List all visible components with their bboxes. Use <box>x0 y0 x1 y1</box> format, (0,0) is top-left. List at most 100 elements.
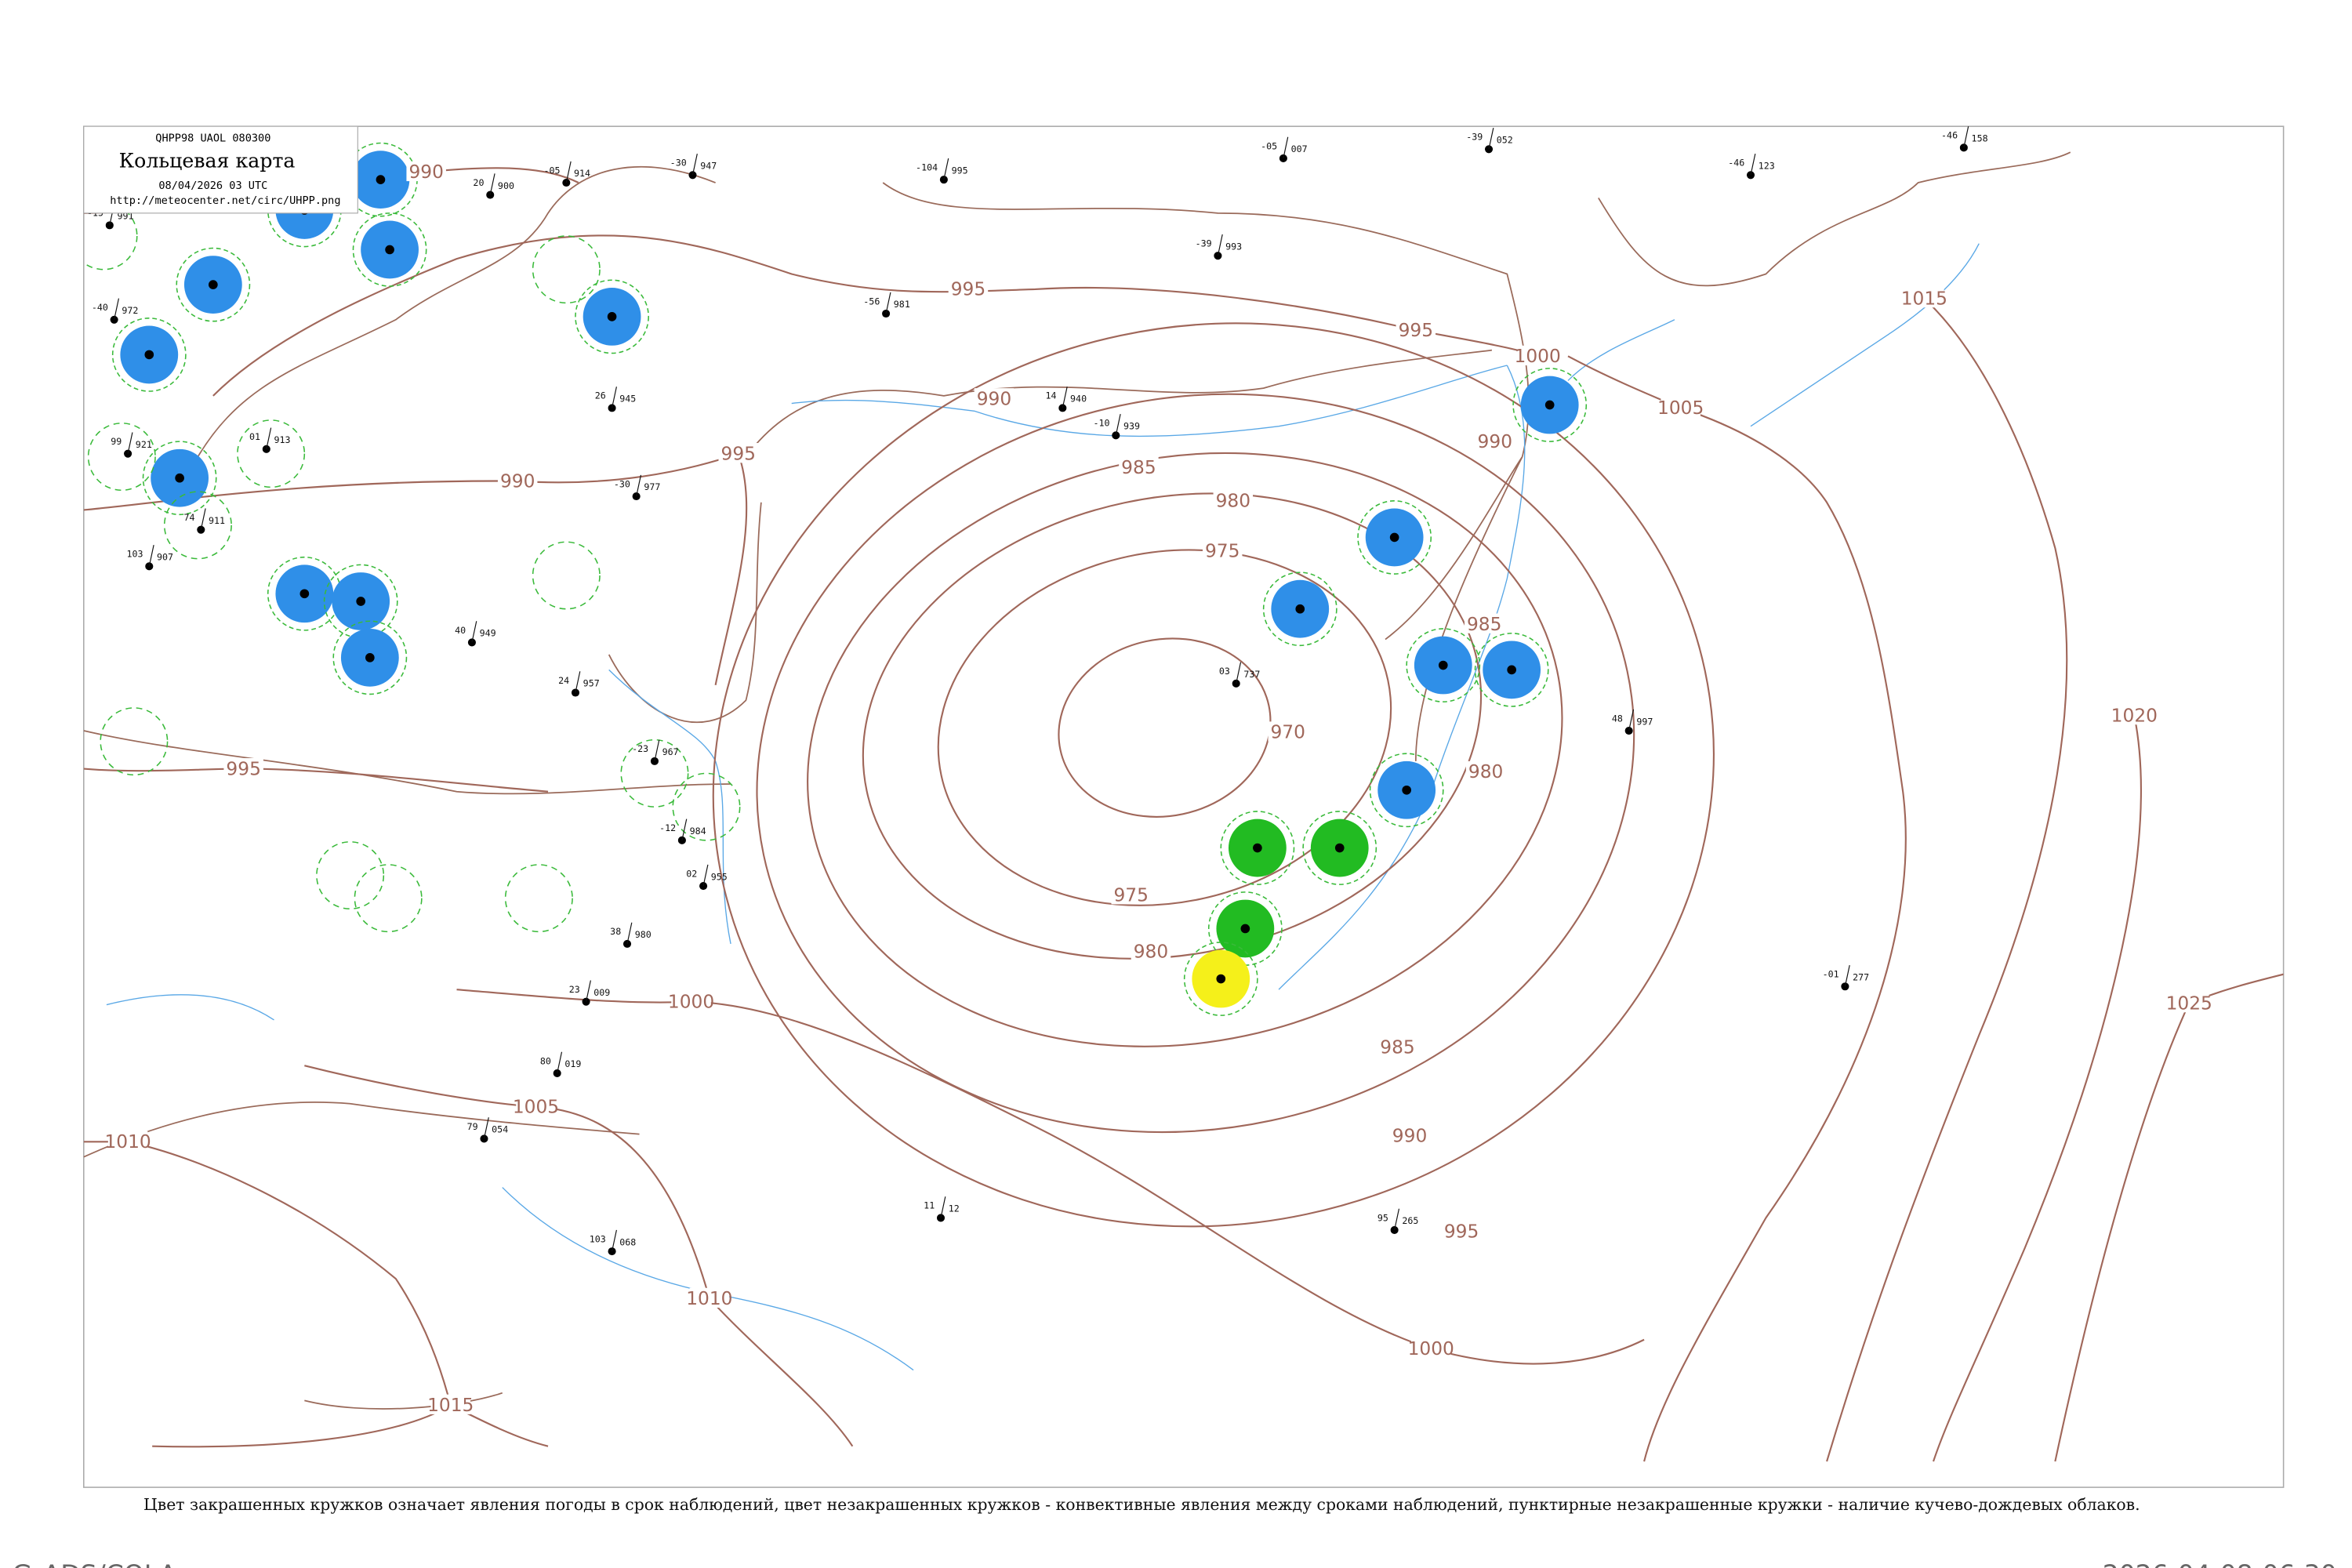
station-pressure: 158 <box>1972 133 1988 144</box>
isobar <box>212 234 1538 397</box>
wind-barb <box>943 158 949 180</box>
timestamp: 2026-04-08-06:30 <box>2103 1559 2337 1568</box>
isobar-label: 990 <box>500 470 535 492</box>
geography: 991-1590020914-05947-30972-4092199913019… <box>83 126 2284 1462</box>
map-frame <box>83 125 2285 1488</box>
wind-barb <box>1394 1208 1400 1231</box>
rivers <box>106 243 1980 1371</box>
station-dot <box>385 245 394 255</box>
station-pressure: 914 <box>574 168 590 179</box>
station-temp: -46 <box>1941 130 1958 141</box>
isobar-label: 975 <box>1205 541 1240 562</box>
phenomenon-ring <box>1302 811 1377 885</box>
isobar-label-bg <box>1119 456 1159 477</box>
isobar <box>1826 297 2068 1462</box>
isobar-label: 990 <box>977 389 1011 410</box>
isobar-label: 995 <box>721 443 756 464</box>
station-marker <box>480 1134 488 1143</box>
wind-barb <box>1217 234 1223 256</box>
station-temp: -12 <box>659 822 676 833</box>
wind-barb <box>575 671 581 693</box>
isobar-label-bg <box>1441 1221 1482 1241</box>
station-dot <box>1389 532 1399 543</box>
isobars <box>83 167 2284 1462</box>
station-marker <box>1112 431 1120 440</box>
legend-note: Цвет закрашенных кружков означает явлени… <box>143 1495 2140 1514</box>
station-pressure: 945 <box>619 394 636 405</box>
isobar <box>712 322 1715 1228</box>
station-temp: 74 <box>184 512 195 523</box>
station-pressure: 972 <box>122 305 138 316</box>
isobar <box>1058 637 1272 818</box>
station-marker <box>197 525 205 534</box>
map-title: Кольцевая карта <box>119 150 296 172</box>
station-marker <box>486 191 495 199</box>
phenomenon-ring <box>1220 811 1295 885</box>
station-pressure: 737 <box>1243 669 1260 680</box>
stations: 991-1590020914-05947-30972-4092199913019… <box>87 126 1988 1256</box>
cb-ring <box>237 419 306 488</box>
wind-barb <box>266 427 272 449</box>
isobar-label: 1015 <box>1901 288 1947 309</box>
station-marker <box>632 492 641 501</box>
station-dot <box>1507 665 1516 675</box>
station-pressure: 913 <box>274 434 291 445</box>
isobar-label-bg <box>430 1394 470 1414</box>
wind-barb <box>1115 414 1121 436</box>
station-pressure: 977 <box>644 481 660 492</box>
station-dot <box>209 280 218 289</box>
station-pressure: 12 <box>949 1203 960 1214</box>
isobar <box>756 393 1635 1134</box>
isobar-label: 1025 <box>2166 993 2212 1014</box>
isobar-label-bg <box>1268 721 1308 742</box>
isobar-label: 975 <box>1113 885 1148 906</box>
wind-barb <box>681 818 688 840</box>
isobar-label: 1000 <box>1515 346 1561 367</box>
bulletin-code: QHPP98 UAOL 080300 <box>155 132 270 145</box>
station-temp: 01 <box>249 431 260 442</box>
isobar-label-bg <box>1475 430 1515 451</box>
station-temp: 14 <box>1046 390 1057 401</box>
station-marker <box>699 882 708 891</box>
station-pressure: 957 <box>583 678 600 689</box>
isobar-label: 1010 <box>686 1288 732 1309</box>
station-dot <box>1240 924 1250 934</box>
isobar-label-bg <box>2114 705 2154 725</box>
isobar-label-bg <box>497 470 538 491</box>
phenomenon-ring <box>1357 500 1432 575</box>
isobar-label: 990 <box>1478 431 1512 452</box>
station-pressure: 068 <box>619 1236 636 1247</box>
station-pressure: 995 <box>952 165 968 176</box>
station-pressure: 967 <box>662 746 679 757</box>
cb-ring <box>354 864 423 933</box>
isobar-label: 980 <box>1134 941 1168 962</box>
station-pressure: 911 <box>209 515 225 526</box>
isobar-label-bg <box>107 1131 148 1151</box>
wind-barb <box>702 864 709 887</box>
wind-barb <box>586 980 591 1002</box>
station-marker <box>1390 1225 1399 1234</box>
isobar-label: 1000 <box>1408 1338 1454 1359</box>
wind-barb <box>1062 387 1068 408</box>
isobar-label-bg <box>1389 1124 1430 1145</box>
station-temp: 99 <box>111 436 122 447</box>
station-dot <box>365 653 375 662</box>
isobar-label-bg <box>1131 941 1171 961</box>
wind-barb <box>612 387 617 408</box>
isobar-label-bg <box>974 388 1014 408</box>
station-temp: 79 <box>467 1121 478 1132</box>
wind-barb <box>1750 153 1756 176</box>
isobar-label: 990 <box>1392 1125 1427 1146</box>
wind-barb <box>612 1229 617 1252</box>
station-pressure: 939 <box>1123 421 1140 432</box>
isobar-label-bg <box>1213 490 1254 510</box>
station-temp: 20 <box>473 177 484 188</box>
phenomenon-ring <box>1406 628 1481 702</box>
cb-ring <box>532 235 601 304</box>
station-marker <box>582 997 590 1006</box>
cb-ring <box>163 491 232 560</box>
isobar-label: 1020 <box>2111 705 2158 726</box>
station-dot <box>1402 785 1411 795</box>
isobar-label: 970 <box>1270 722 1305 743</box>
